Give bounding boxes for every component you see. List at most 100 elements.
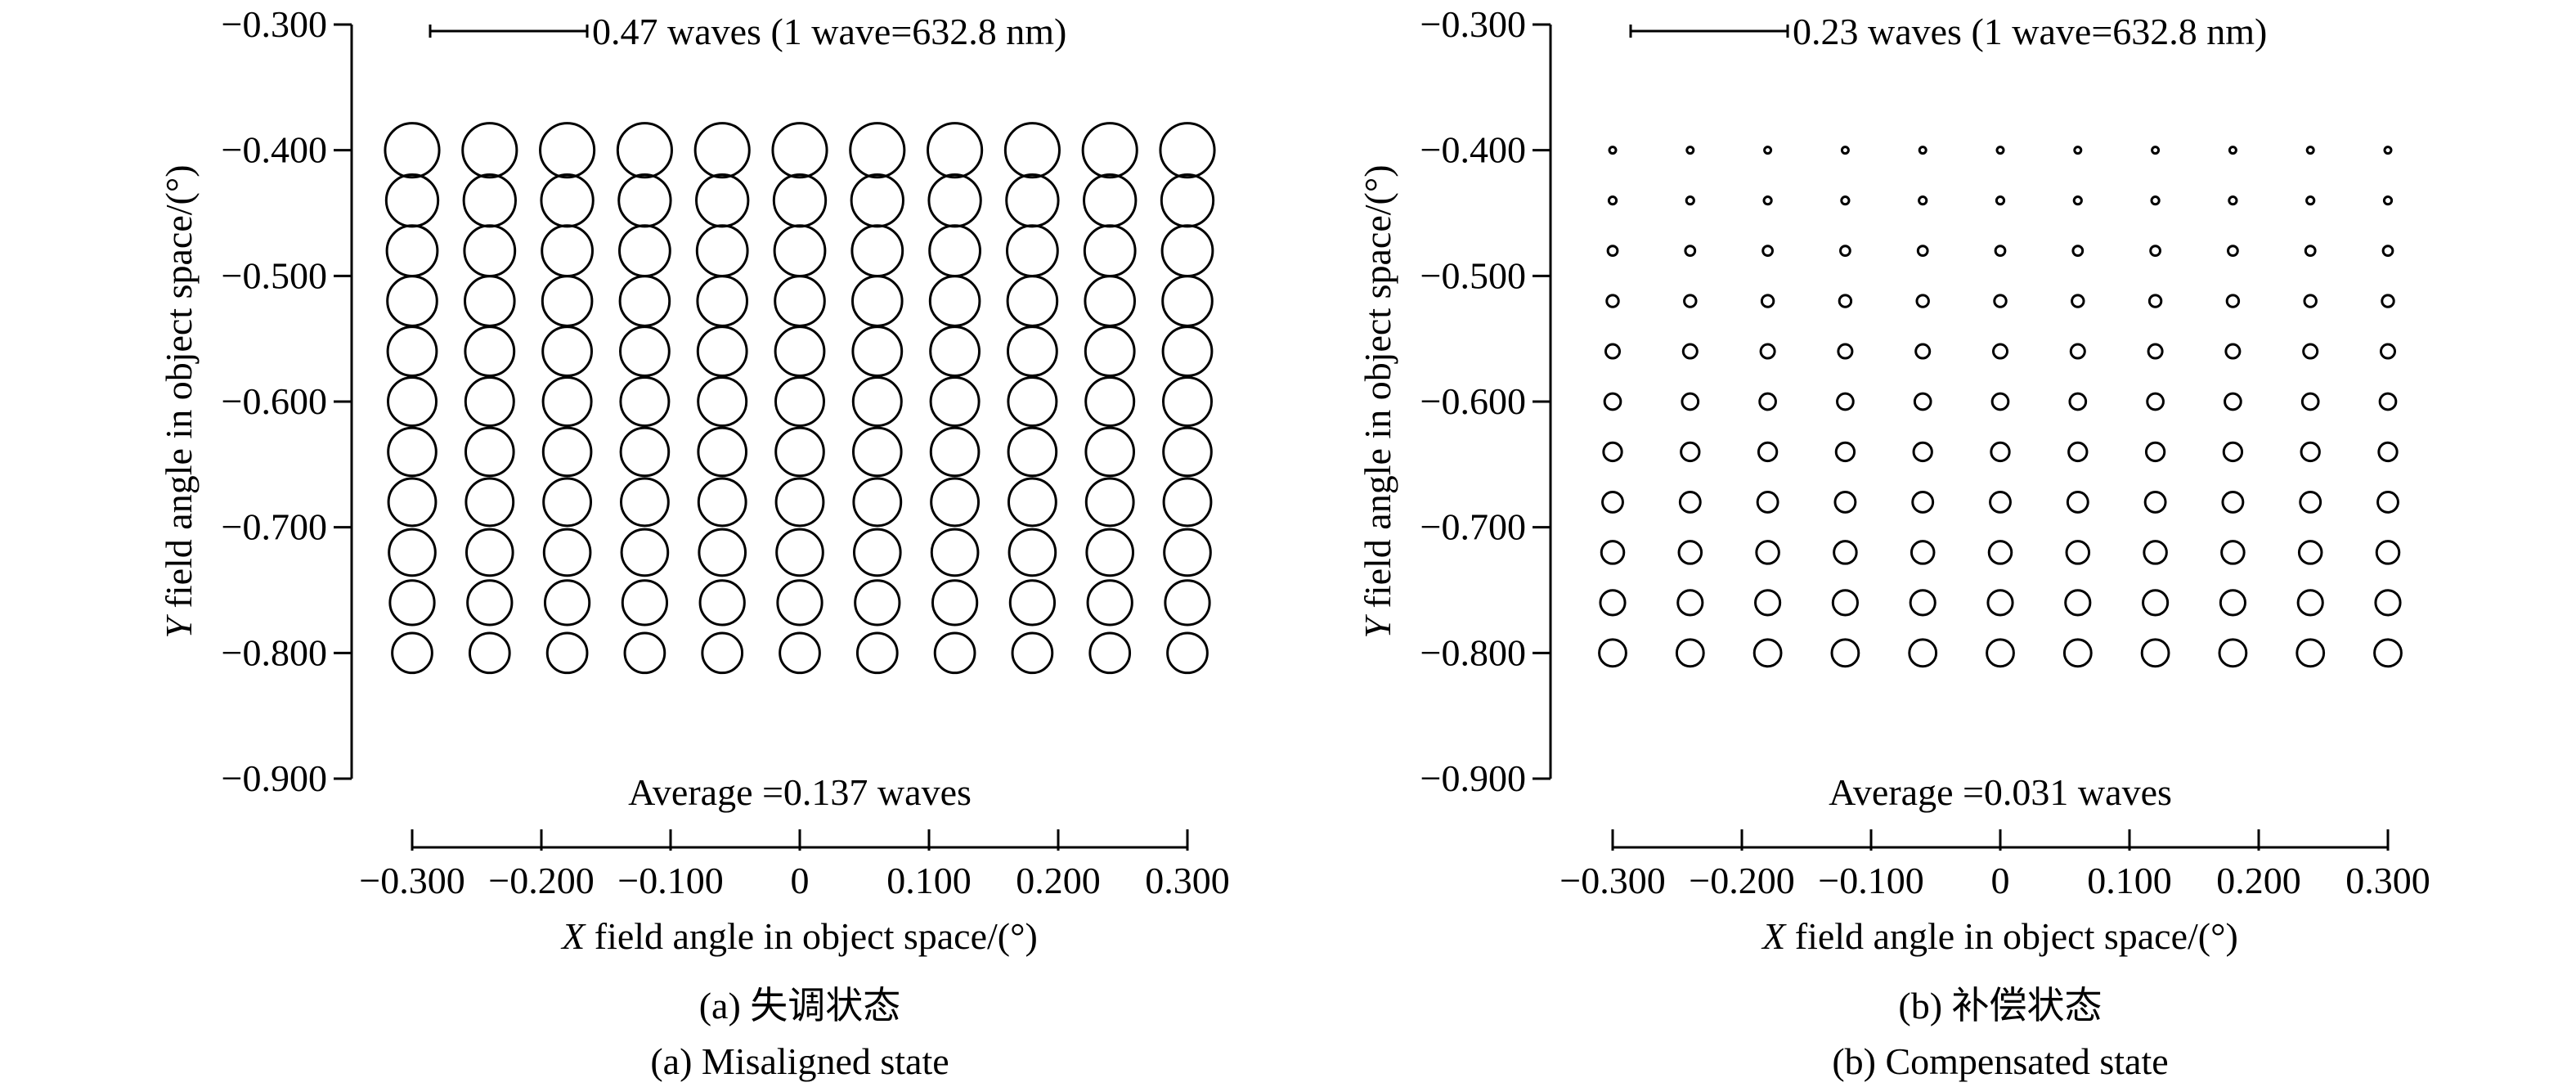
panel-a-spot-circle [1003, 122, 1061, 179]
panel-b-spot-circle [2378, 392, 2398, 411]
panel-a-spot-circle [695, 224, 749, 277]
panel-b-spot-circle [2373, 638, 2403, 668]
panel-b-spot-circle [2071, 294, 2085, 308]
panel-b-spot-circle [1676, 589, 1704, 617]
panel-b-caption-cn: (b) 补偿状态 [1898, 985, 2102, 1026]
panel-a-spot-circle [1085, 528, 1135, 577]
panel-a-spot-circle [386, 275, 438, 327]
panel-a-spot-circle [698, 528, 747, 577]
panel-a-spot-circle [619, 426, 671, 478]
panel-b-spot-circle [2297, 540, 2323, 565]
panel-b-spot-circle [1910, 540, 1936, 565]
panel-b-x-tick-label: 0.200 [2216, 860, 2301, 901]
panel-a-spot-circle [387, 426, 438, 478]
panel-a-spot-circle [388, 528, 437, 577]
panel-a-spot-circle [1088, 631, 1132, 675]
panel-b-x-tick-label: −0.200 [1689, 860, 1794, 901]
panel-a-spot-circle [773, 224, 827, 277]
panel-a-spot-circle [1011, 631, 1054, 675]
panel-a-spot-circle [464, 326, 516, 377]
panel-b-spot-circle [2296, 638, 2326, 668]
panel-b-spot-circle [1833, 540, 1858, 565]
panel-b-spot-circle [1840, 146, 1850, 155]
panel-b-spot-circle [1681, 392, 1700, 411]
panel-a-spot-circle [928, 224, 981, 277]
panel-a-spot-circle [386, 375, 438, 428]
panel-a-spot-circle [541, 275, 594, 327]
panel-a-spot-circle [541, 375, 593, 428]
panel-b-spot-circle [2067, 441, 2089, 463]
panel-b-spot-circle [2299, 490, 2322, 514]
panel-a-spot-circle [697, 477, 747, 528]
panel-a-spot-circle [696, 326, 748, 377]
panel-a-x-tick-label: −0.100 [617, 860, 723, 901]
panel-b-y-tick-label: −0.400 [1420, 129, 1526, 171]
panel-b-y-axis-label-var: Y [1357, 614, 1398, 639]
panel-b-spot-circle [2147, 343, 2164, 360]
panel-b-spot-circles [1598, 146, 2403, 668]
panel-b-spot-circle [2221, 490, 2245, 514]
panel-b-spot-circle [1913, 392, 1932, 411]
panel-b-spot-circle [2228, 195, 2238, 206]
panel-b-spot-circle [2304, 245, 2317, 257]
panel-a-spot-circle [850, 224, 904, 277]
panel-a-spot-circle [776, 579, 824, 627]
panel-b-spot-circle [2374, 589, 2402, 617]
panel-a-spot-circle [774, 326, 826, 377]
panel-a-spot-circle [698, 579, 746, 627]
panel-a-spot-circle [696, 275, 748, 327]
panel-b-spot-circle [1834, 441, 1856, 463]
panel-a-spot-circle [619, 375, 671, 428]
panel-a-spot-circle [617, 173, 672, 228]
panel-a-misaligned: −0.300 −0.400 −0.500 −0.600 −0.700 −0.800 −0.9… [158, 3, 1230, 1082]
panel-a-spot-circle [851, 426, 903, 478]
panel-b-spot-circle [2062, 638, 2093, 668]
panel-b-spot-circle [1685, 146, 1695, 155]
panel-b-spot-circle [2296, 589, 2324, 617]
panel-a-y-tick-label: −0.900 [222, 757, 327, 799]
panel-b-spot-circle [2140, 638, 2170, 668]
panel-a-spot-circle [545, 631, 589, 675]
panel-b-spot-circle [1758, 392, 1777, 411]
panel-b-spot-circle [1601, 490, 1624, 514]
panel-a-spot-circle [851, 326, 904, 377]
panel-a-spot-circle [541, 224, 594, 277]
panel-b-spot-circle [1986, 589, 2014, 617]
panel-b-spot-circle [2150, 195, 2161, 206]
panel-b-spot-circle [1995, 195, 2006, 206]
panel-b-y-tick-label: −0.500 [1420, 254, 1526, 296]
panel-a-spot-circle [539, 122, 596, 179]
panel-b-y-tick-label: −0.900 [1420, 757, 1526, 799]
panel-a-y-tick-label: −0.400 [222, 129, 327, 171]
panel-b-spot-circle [1608, 146, 1618, 155]
panel-a-x-tick-label: −0.200 [488, 860, 594, 901]
panel-b-spot-circle [1683, 294, 1698, 308]
panel-b-spot-circle [1990, 441, 2011, 463]
panel-a-spot-circle [1159, 122, 1216, 179]
panel-a-spot-circle [933, 631, 976, 675]
panel-a-y-tick-label: −0.500 [222, 254, 327, 296]
panel-b-spot-circle [2144, 441, 2166, 463]
panel-b-spot-circle [1678, 490, 1702, 514]
panel-b-y-axis-label-text: field angle in object space/(°) [1357, 164, 1398, 618]
panel-a-spot-circle [1161, 275, 1214, 327]
panel-b-spot-circle [2222, 441, 2244, 463]
panel-b-spot-circle [1986, 638, 2015, 668]
panel-b-spot-circle [1677, 540, 1703, 565]
panel-b-spot-circle [1989, 490, 2012, 514]
panel-a-spot-circle [930, 477, 981, 528]
panel-b-x-tick-label: 0 [1991, 860, 2010, 901]
panel-a-spot-circle [619, 477, 670, 528]
panel-a-spot-circle [541, 426, 593, 478]
panel-b-spot-circle [1762, 195, 1773, 206]
panel-b-spot-circle [1604, 343, 1622, 360]
panel-b-spot-circle [1916, 245, 1929, 257]
panel-b-caption-en: (b) Compensated state [1832, 1040, 2168, 1082]
panel-a-spot-circle [1160, 173, 1215, 228]
panel-b-spot-circle [2228, 146, 2237, 155]
panel-b-spot-circle [2068, 392, 2088, 411]
panel-b-spot-circle [1990, 392, 2010, 411]
panel-a-spot-circle [1084, 326, 1136, 377]
panel-b-spot-circle [2143, 490, 2167, 514]
panel-b-spot-circle [1991, 343, 2009, 360]
